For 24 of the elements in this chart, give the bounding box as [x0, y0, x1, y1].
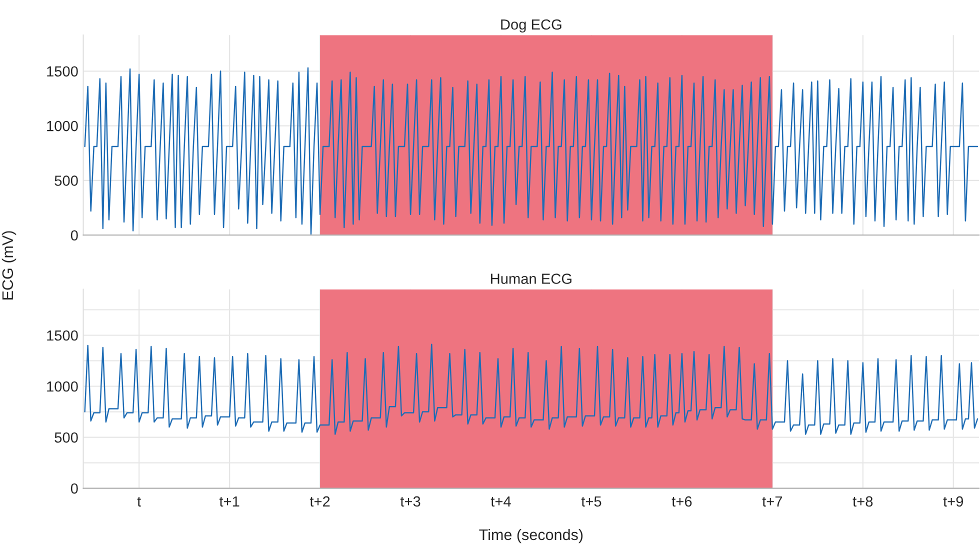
- x-tick-label: t+4: [490, 496, 511, 507]
- x-tick-label: t+2: [310, 496, 330, 507]
- x-tick-label: t+1: [219, 496, 240, 507]
- x-tick-label: t+5: [581, 496, 602, 507]
- y-tick-label: 0: [70, 483, 78, 494]
- x-tick-label: t+7: [762, 496, 782, 507]
- x-tick-label: t: [137, 497, 142, 507]
- y-tick-label: 1500: [47, 66, 78, 77]
- chart-title: Dog ECG: [501, 19, 562, 33]
- chart-title: Human ECG: [491, 274, 572, 284]
- y-tick-label: 500: [54, 176, 78, 186]
- x-tick-label: t+3: [400, 496, 420, 507]
- x-axis-title: Time (seconds): [479, 528, 583, 544]
- y-axis-title: ECG (mV): [2, 231, 16, 300]
- x-tick-label: t+9: [943, 496, 964, 507]
- y-tick-label: 500: [54, 432, 78, 443]
- line-series: [84, 67, 978, 235]
- x-tick-label: t+8: [852, 496, 873, 507]
- y-tick-label: 1000: [47, 120, 78, 132]
- y-tick-label: 1000: [47, 381, 78, 392]
- y-tick-label: 0: [70, 230, 78, 241]
- y-tick-label: 1500: [47, 330, 78, 341]
- x-tick-label: t+6: [672, 496, 692, 507]
- line-series: [84, 344, 978, 435]
